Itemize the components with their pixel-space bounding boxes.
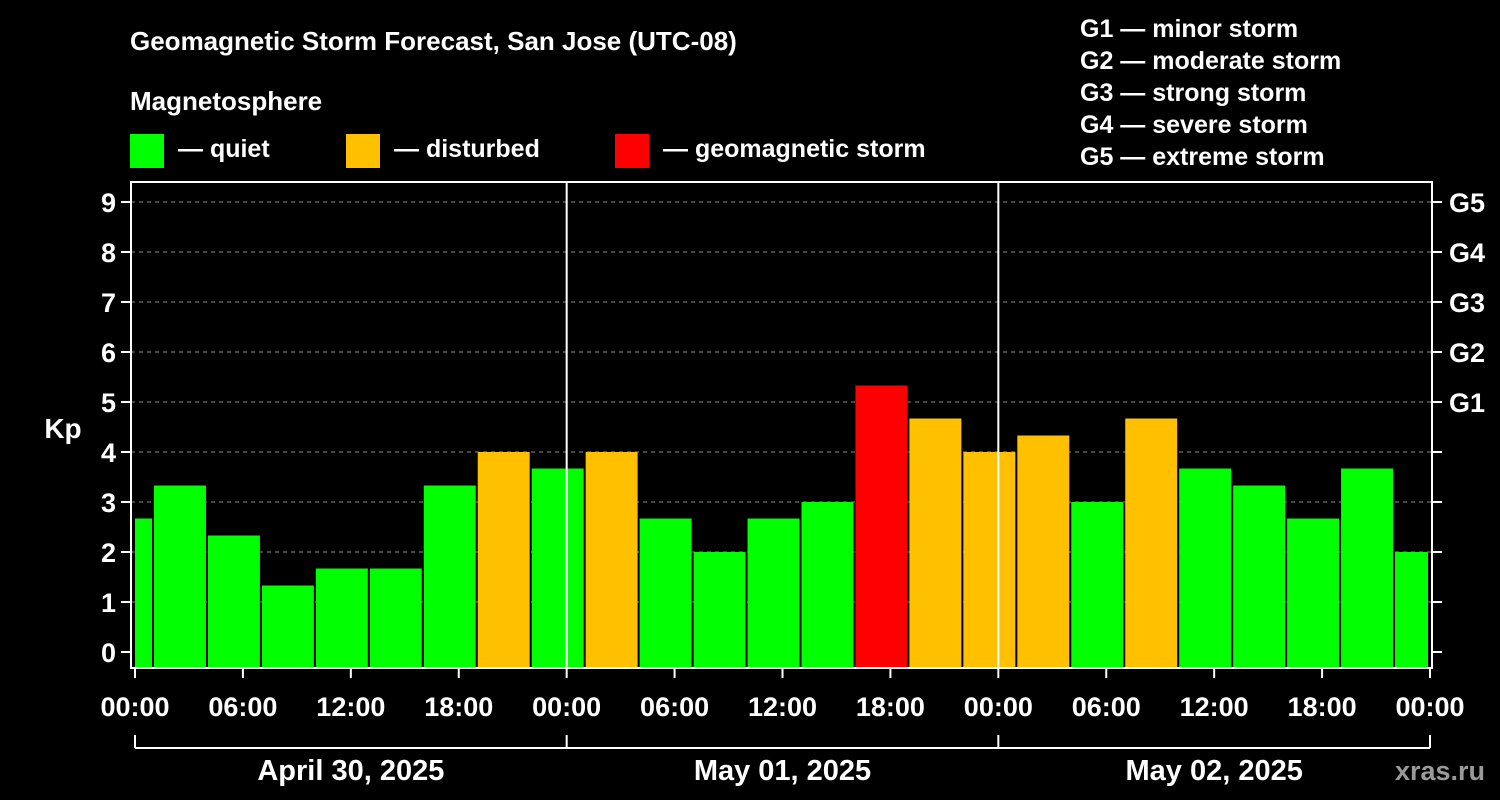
- kp-bar: [1071, 502, 1124, 668]
- x-tick-label: 06:00: [640, 692, 709, 722]
- kp-bar: [369, 568, 422, 668]
- day-label: May 01, 2025: [694, 755, 871, 787]
- storm-scale-g4: G4 — severe storm: [1080, 111, 1308, 139]
- storm-level-label: G1: [1449, 388, 1485, 418]
- storm-level-label: G2: [1449, 338, 1485, 368]
- kp-bar: [1179, 468, 1232, 668]
- kp-bar: [639, 518, 692, 668]
- kp-bar: [1125, 418, 1178, 668]
- kp-bar: [261, 585, 314, 668]
- kp-bar: [747, 518, 800, 668]
- legend-label-disturbed: — disturbed: [394, 135, 540, 163]
- storm-level-label: G5: [1449, 188, 1485, 218]
- kp-bar: [855, 385, 908, 668]
- kp-bar: [1395, 552, 1428, 668]
- x-tick-label: 00:00: [1395, 692, 1464, 722]
- x-tick-label: 18:00: [856, 692, 925, 722]
- plot-area: 0 1 2 3 4 5 6 7 8 9 G1 G2 G3 G4 G5 00:00 06:00 12:00 18:00…: [100, 181, 1485, 787]
- legend-swatch-quiet: [130, 134, 164, 168]
- x-tick-label: 12:00: [748, 692, 817, 722]
- storm-scale-g2: G2 — moderate storm: [1080, 47, 1341, 75]
- x-tick-label: 06:00: [1072, 692, 1141, 722]
- storm-scale-list: G1 — minor storm G2 — moderate storm G3 …: [1080, 15, 1341, 171]
- y-tick-label: 0: [101, 638, 116, 668]
- chart-subtitle: Magnetosphere: [130, 86, 322, 116]
- legend-label-quiet: — quiet: [178, 135, 270, 163]
- x-tick-label: 12:00: [1180, 692, 1249, 722]
- storm-scale-g1: G1 — minor storm: [1080, 15, 1298, 43]
- y-tick-label: 6: [101, 338, 116, 368]
- y-tick-label: 3: [101, 488, 116, 518]
- kp-bar: [207, 535, 260, 668]
- x-tick-label: 12:00: [316, 692, 385, 722]
- chart-title: Geomagnetic Storm Forecast, San Jose (UT…: [130, 26, 737, 56]
- storm-level-label: G3: [1449, 288, 1485, 318]
- kp-bar: [531, 468, 584, 668]
- kp-bar: [963, 452, 1016, 668]
- kp-bar: [477, 452, 530, 668]
- x-tick-label: 00:00: [964, 692, 1033, 722]
- kp-bar: [423, 485, 476, 668]
- y-tick-label: 9: [101, 188, 116, 218]
- kp-bar: [153, 485, 206, 668]
- kp-bar: [693, 552, 746, 668]
- y-axis-label: Kp: [44, 413, 81, 444]
- y-tick-label: 7: [101, 288, 116, 318]
- storm-level-label: G4: [1449, 238, 1485, 268]
- x-tick-label: 18:00: [1288, 692, 1357, 722]
- legend-swatch-disturbed: [346, 134, 380, 168]
- kp-bar: [1341, 468, 1394, 668]
- storm-scale-g5: G5 — extreme storm: [1080, 143, 1325, 171]
- legend-label-storm: — geomagnetic storm: [663, 135, 926, 163]
- kp-bar: [585, 452, 638, 668]
- y-tick-label: 8: [101, 238, 116, 268]
- y-tick-label: 2: [101, 538, 116, 568]
- kp-bar: [1287, 518, 1340, 668]
- kp-bar: [909, 418, 962, 668]
- day-label: April 30, 2025: [257, 755, 444, 787]
- legend-swatch-storm: [615, 134, 649, 168]
- storm-scale-g3: G3 — strong storm: [1080, 79, 1306, 107]
- y-tick-label: 1: [101, 588, 116, 618]
- kp-bar: [1233, 485, 1286, 668]
- y-tick-label: 5: [101, 388, 116, 418]
- y-tick-label: 4: [101, 438, 116, 468]
- watermark: xras.ru: [1395, 756, 1485, 786]
- legend: — quiet — disturbed — geomagnetic storm: [130, 134, 926, 168]
- day-label: May 02, 2025: [1125, 755, 1302, 787]
- kp-bar: [801, 502, 854, 668]
- x-tick-label: 00:00: [100, 692, 169, 722]
- kp-bar: [1017, 435, 1070, 668]
- x-tick-label: 18:00: [424, 692, 493, 722]
- kp-bar: [135, 518, 152, 668]
- x-tick-label: 00:00: [532, 692, 601, 722]
- kp-bar: [315, 568, 368, 668]
- x-tick-label: 06:00: [208, 692, 277, 722]
